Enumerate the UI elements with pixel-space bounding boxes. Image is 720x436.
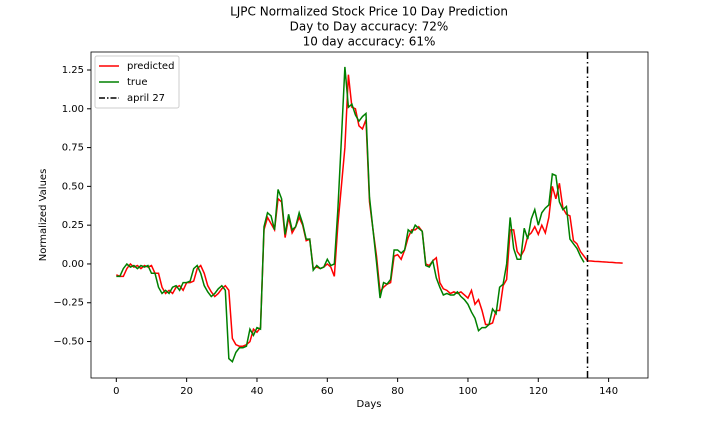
legend-box <box>94 55 180 109</box>
x-axis-label: Days <box>357 399 382 410</box>
y-tick-label: 1.00 <box>62 104 84 115</box>
line-series <box>116 74 623 347</box>
y-tick-label: −0.50 <box>53 337 84 348</box>
y-axis-label: Normalized Values <box>38 169 49 262</box>
legend-label: predicted <box>127 61 174 72</box>
plot-frame <box>90 51 649 379</box>
x-tick-label: 60 <box>321 386 334 397</box>
x-tick-label: 40 <box>251 386 264 397</box>
x-tick-label: 100 <box>458 386 477 397</box>
y-tick-label: −0.25 <box>53 298 84 309</box>
x-tick-label: 0 <box>113 386 119 397</box>
line-series <box>116 66 585 363</box>
chart-subtitle: 10 day accuracy: 61% <box>303 35 436 49</box>
y-tick-label: 0.00 <box>62 259 84 270</box>
y-tick-label: 0.75 <box>62 143 84 154</box>
x-tick-label: 80 <box>391 386 404 397</box>
chart-subtitle: Day to Day accuracy: 72% <box>290 20 449 34</box>
y-tick-label: 0.50 <box>62 181 84 192</box>
legend-label: true <box>127 77 148 88</box>
y-tick-label: 0.25 <box>62 220 84 231</box>
chart-title: LJPC Normalized Stock Price 10 Day Predi… <box>230 5 508 19</box>
y-tick-label: 1.25 <box>62 65 84 76</box>
x-tick-label: 120 <box>529 386 548 397</box>
legend-label: april 27 <box>127 93 165 104</box>
x-tick-label: 140 <box>599 386 618 397</box>
x-tick-label: 20 <box>180 386 193 397</box>
